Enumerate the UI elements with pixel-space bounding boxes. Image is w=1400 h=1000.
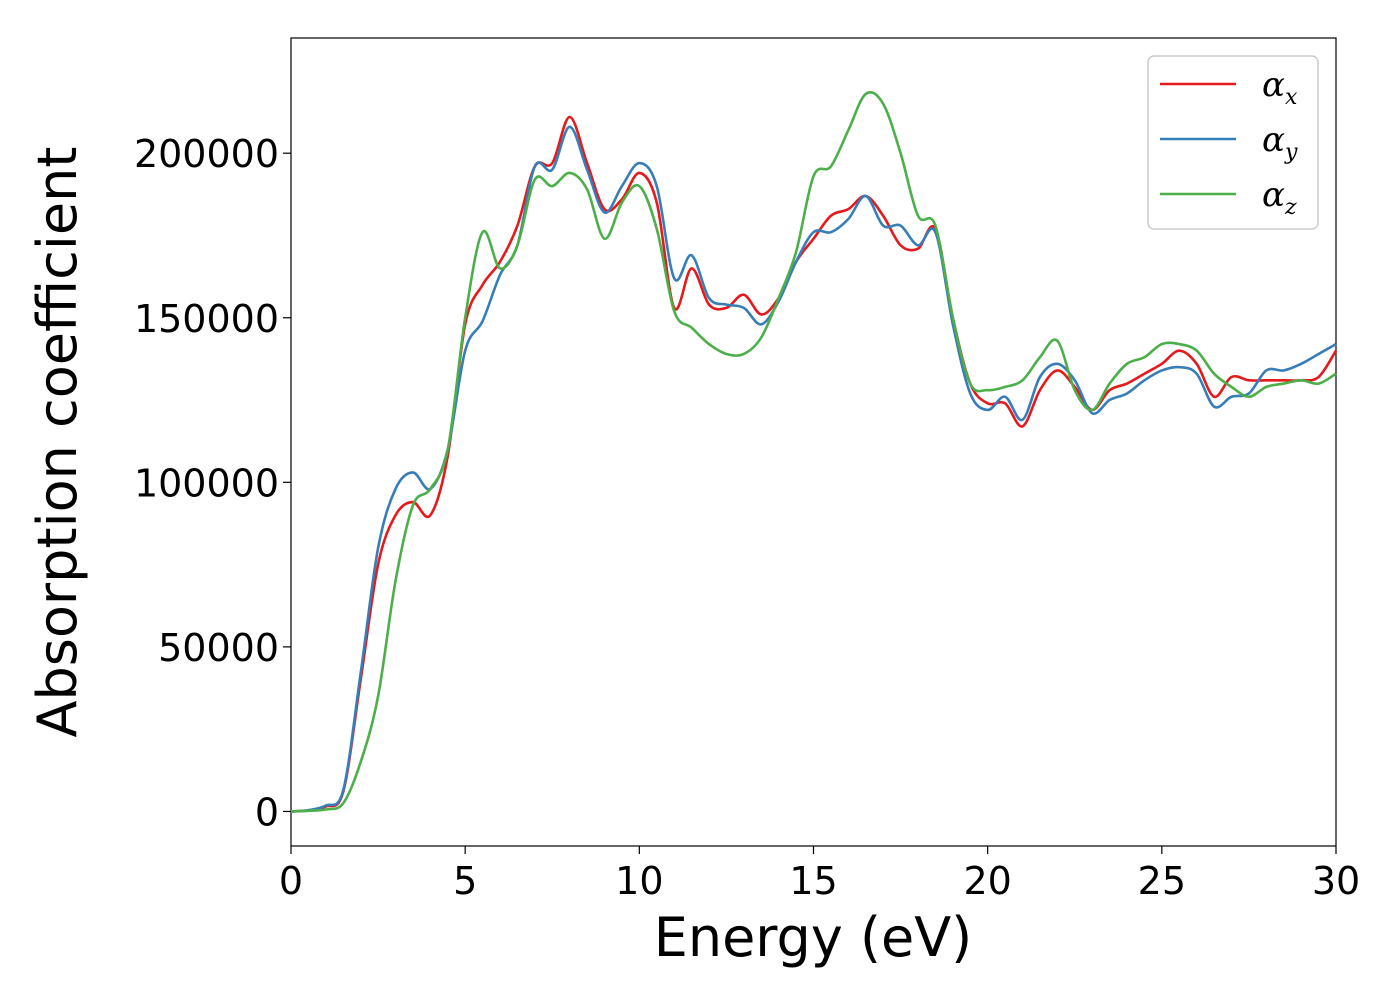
y-axis-title: Absorption coefficient [26, 147, 89, 738]
x-tick-label: 20 [963, 859, 1011, 903]
legend-frame [1147, 55, 1319, 230]
x-tick-label: 15 [789, 859, 837, 903]
y-tick-label: 200000 [134, 132, 279, 176]
x-tick-label: 25 [1138, 859, 1186, 903]
y-tick-label: 0 [255, 790, 279, 834]
series-line-alpha-y [290, 125, 1337, 813]
x-tick-label: 30 [1312, 859, 1360, 903]
y-tick-label: 50000 [158, 626, 279, 670]
series-line-alpha-z [290, 90, 1337, 813]
x-tick-label: 0 [279, 859, 303, 903]
legend-label-alpha-x: αx [1262, 65, 1298, 110]
x-tick-label: 5 [453, 859, 477, 903]
y-tick-label: 150000 [134, 297, 279, 341]
x-axis: 0 5 10 15 20 25 30 [279, 846, 1360, 903]
legend-label-alpha-y: αy [1262, 120, 1298, 165]
y-tick-label: 100000 [134, 461, 279, 505]
x-tick-label: 10 [615, 859, 663, 903]
legend-label-alpha-z: αz [1262, 175, 1297, 220]
y-axis: 0 50000 100000 150000 200000 [134, 132, 291, 834]
legend: αx αy αz [1147, 55, 1319, 230]
series-layer [290, 90, 1338, 813]
x-axis-title: Energy (eV) [654, 906, 973, 969]
